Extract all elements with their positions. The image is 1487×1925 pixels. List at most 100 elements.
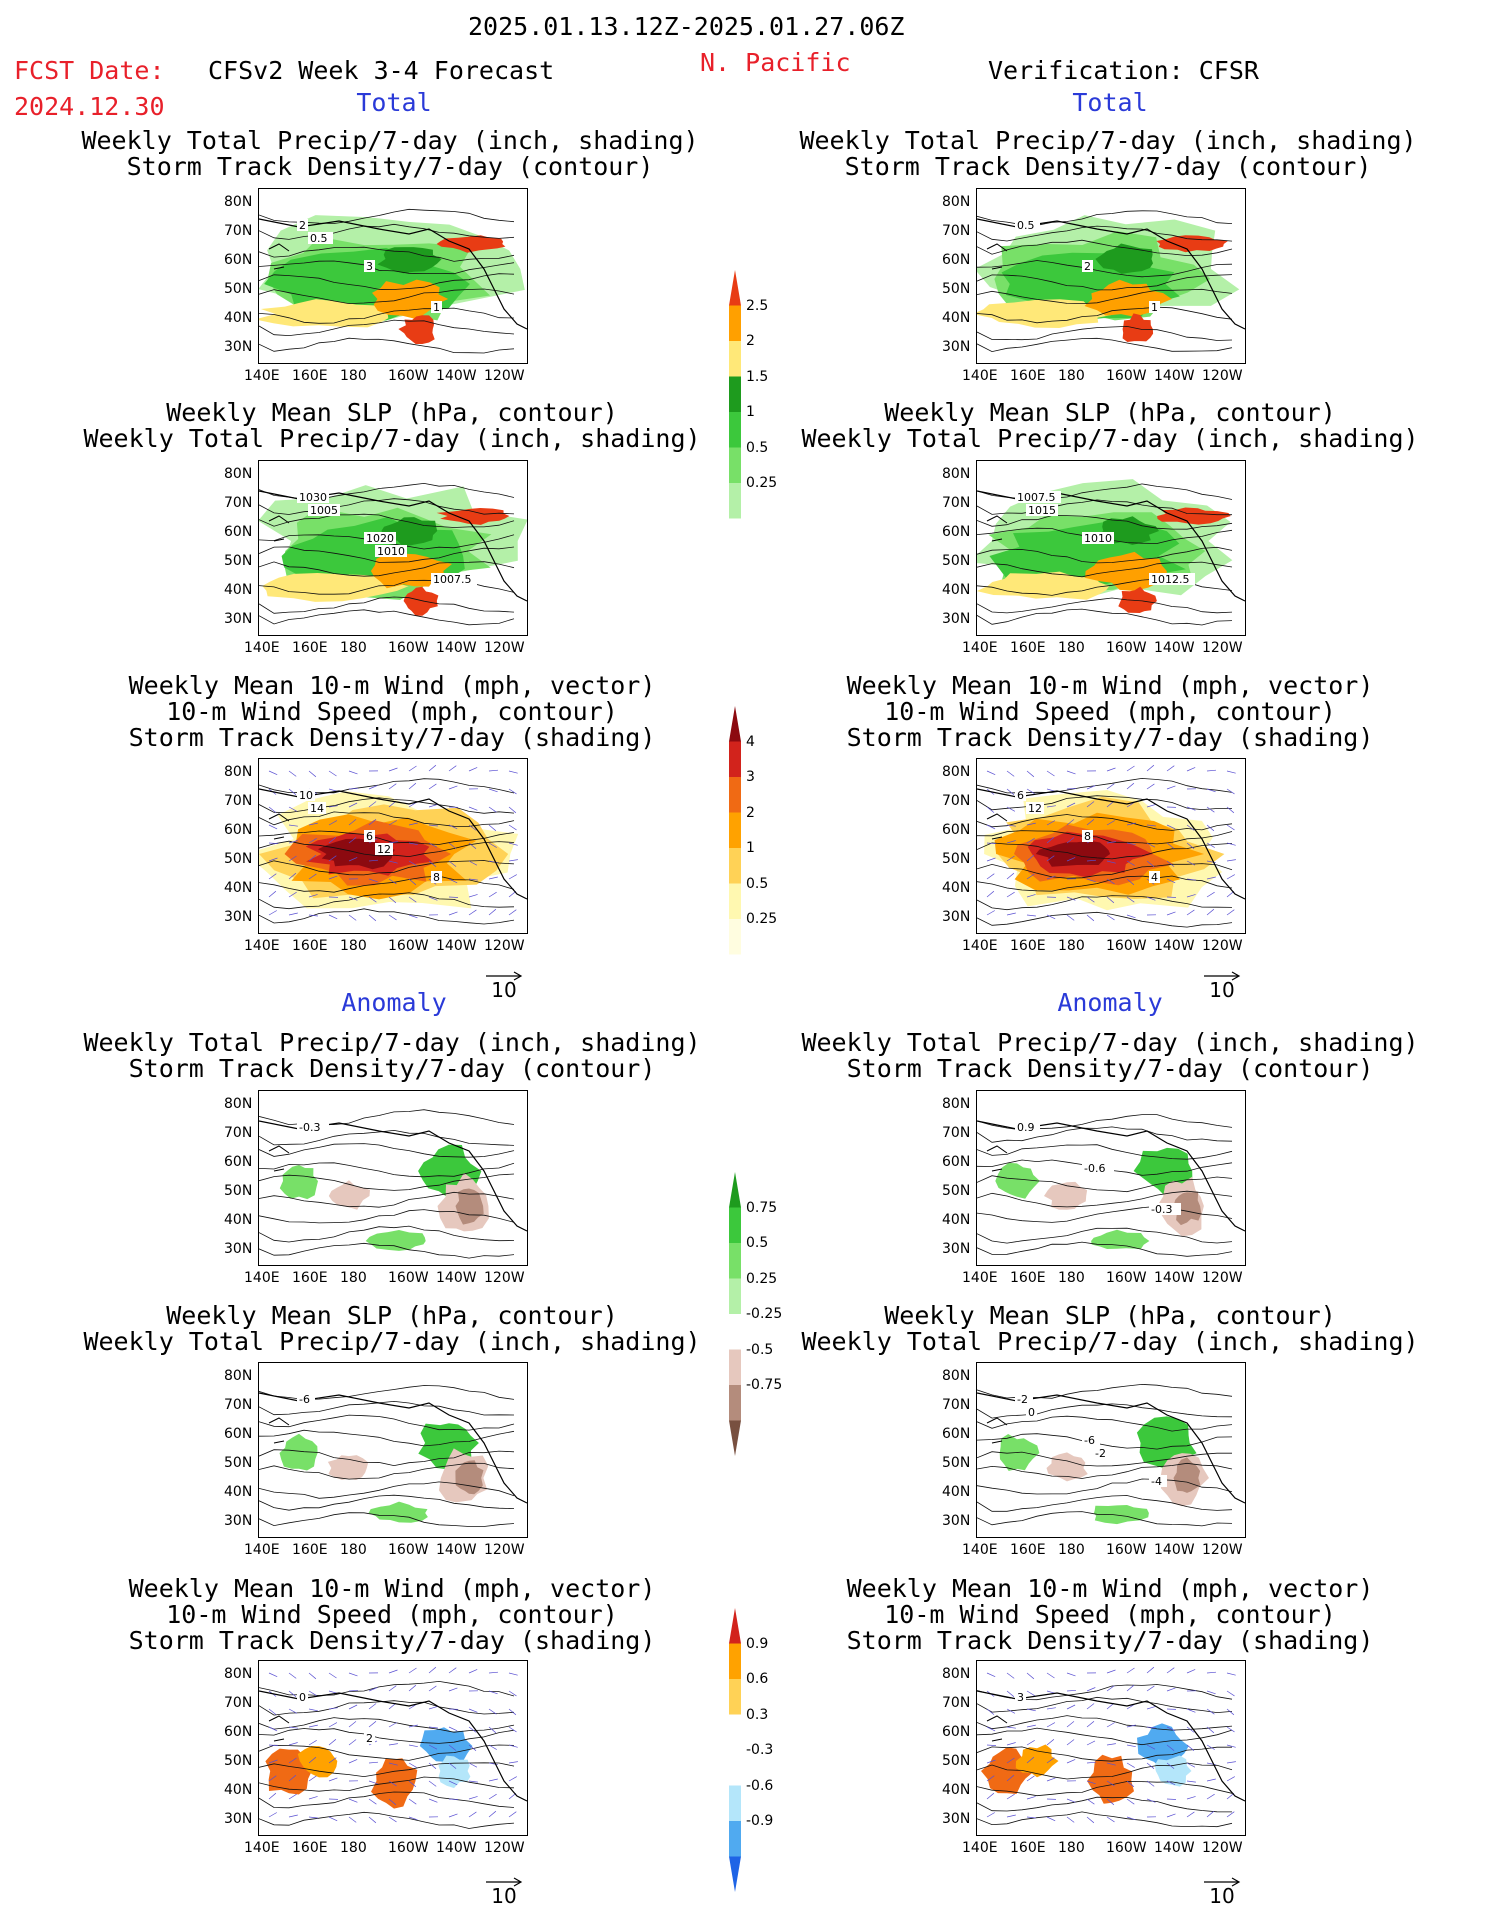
lon-tick-label: 140E (962, 938, 998, 954)
lon-tick-label: 140W (436, 1270, 477, 1286)
colorbar-graphic (729, 270, 741, 554)
colorbar-tick-label: 0.5 (746, 439, 769, 456)
lat-tick-label: 50N (224, 1455, 253, 1471)
lon-tick-label: 180 (1058, 368, 1085, 384)
lon-tick-label: 180 (1058, 938, 1085, 954)
contour-label: -0.3 (297, 1121, 329, 1134)
contour-label: 1005 (308, 504, 340, 517)
contour-label: 4 (1149, 871, 1160, 884)
svg-text:-6: -6 (299, 1393, 310, 1406)
lon-tick-label: 140W (1154, 368, 1195, 384)
lat-tick-label: 40N (224, 310, 253, 326)
map-graphic: 0.9 -0.6 -0.3 (977, 1114, 1245, 1257)
lon-tick-label: 140W (436, 938, 477, 954)
arrow-right-icon (1204, 1877, 1241, 1887)
lon-tick-label: 120W (1202, 368, 1243, 384)
lat-tick-label: 40N (224, 1212, 253, 1228)
svg-text:12: 12 (377, 843, 391, 856)
lat-tick-label: 80N (942, 1666, 971, 1682)
svg-text:3: 3 (366, 260, 373, 273)
svg-text:1012.5: 1012.5 (1151, 573, 1190, 586)
lon-tick-label: 180 (340, 1840, 367, 1856)
map-ob-anom-slp-precip: -2 -6 -4 0 -2 (976, 1362, 1246, 1538)
colorbar-tick-label: 0.9 (746, 1635, 769, 1652)
svg-text:-4: -4 (1151, 1475, 1162, 1488)
lon-tick-label: 180 (340, 1270, 367, 1286)
lon-tick-label: 120W (1202, 1840, 1243, 1856)
vector-ref-ob-anom: 10 (1202, 1868, 1242, 1908)
lon-tick-label: 160W (388, 1840, 429, 1856)
title-ob-p4: Weekly Total Precip/7-day (inch, shading… (801, 1028, 1419, 1083)
colorbar-tick-label: 0.5 (746, 1235, 769, 1251)
map-graphic: 1007.5 1010 1012.5 1015 (977, 479, 1245, 626)
lon-tick-label: 180 (1058, 1270, 1085, 1286)
contour-label: 10 (297, 789, 315, 802)
contour-label: 0 (1026, 1406, 1037, 1419)
colorbar-tick-label: 1 (746, 840, 755, 856)
title-fc-p3: Weekly Mean 10-m Wind (mph, vector) 10-m … (128, 671, 656, 752)
colorbar-storm-total: 4 3 2 1 0.5 0.25 (720, 706, 790, 990)
lat-tick-label: 40N (224, 880, 253, 896)
lat-tick-label: 50N (942, 553, 971, 569)
lon-tick-label: 160E (1010, 1542, 1046, 1558)
lat-tick-label: 80N (942, 764, 971, 780)
lat-tick-label: 60N (942, 252, 971, 268)
lon-tick-label: 120W (484, 1270, 525, 1286)
colorbar-tick-label: 2 (746, 333, 755, 349)
lon-tick-label: 120W (484, 938, 525, 954)
colorbar-graphic (729, 1608, 741, 1892)
contour-label: 8 (1082, 830, 1093, 843)
lat-tick-label: 50N (224, 1183, 253, 1199)
lat-tick-label: 30N (224, 339, 253, 355)
lat-tick-label: 50N (224, 1753, 253, 1769)
lat-tick-label: 30N (224, 1811, 253, 1827)
map-ob-total-precip-storm: 0.5 2 1 (976, 188, 1246, 364)
title-fc-p5: Weekly Mean SLP (hPa, contour) Weekly Tot… (83, 1301, 701, 1356)
lat-tick-label: 30N (942, 909, 971, 925)
lon-tick-label: 160E (292, 1542, 328, 1558)
lon-tick-label: 140W (1154, 1542, 1195, 1558)
svg-text:0.9: 0.9 (1017, 1121, 1035, 1134)
colorbar-tick-label: 0.6 (746, 1671, 769, 1687)
vector-ref-fc-anom: 10 (484, 1868, 524, 1908)
lat-tick-label: 40N (224, 1484, 253, 1500)
contour-label: -2 (1093, 1447, 1111, 1460)
vector-ref-ob-total: 10 (1202, 962, 1242, 1002)
colorbar-tick-label: 0.25 (746, 1270, 778, 1287)
map-graphic: 0.5 2 1 (977, 210, 1245, 353)
map-graphic: -2-6-40-2 (977, 1383, 1245, 1527)
fcst-date-label: FCST Date: (14, 56, 165, 85)
lon-tick-label: 160E (1010, 1270, 1046, 1286)
map-ob-total-wind-storm: 6 8 4 12 (976, 758, 1246, 934)
title-fc-p2: Weekly Mean SLP (hPa, contour) Weekly Tot… (83, 398, 701, 453)
lat-tick-label: 30N (224, 909, 253, 925)
title-ob-p6: Weekly Mean 10-m Wind (mph, vector) 10-m … (846, 1574, 1374, 1655)
lat-tick-label: 60N (942, 822, 971, 838)
lat-tick-label: 30N (942, 1241, 971, 1257)
lon-tick-label: 140W (436, 1840, 477, 1856)
contour-label: 1 (1149, 301, 1160, 314)
lat-tick-label: 50N (224, 553, 253, 569)
svg-text:0.5: 0.5 (1017, 219, 1035, 232)
colorbar-tick-label: -0.5 (746, 1341, 774, 1358)
colorbar-tick-label: 4 (746, 733, 755, 750)
lon-tick-label: 140W (1154, 640, 1195, 656)
colorbar-tick-label: 0.5 (746, 875, 769, 892)
map-fc-total-wind-storm: 10 6 8 14 12 (258, 758, 528, 934)
contour-label: 3 (364, 260, 375, 273)
lon-tick-label: 160E (292, 1840, 328, 1856)
lat-tick-label: 60N (224, 252, 253, 268)
lon-tick-label: 120W (1202, 1542, 1243, 1558)
title-fc-p4: Weekly Total Precip/7-day (inch, shading… (83, 1028, 701, 1083)
lon-tick-label: 160W (1106, 368, 1147, 384)
lat-tick-label: 80N (942, 194, 971, 210)
map-graphic: 10 6 8 14 12 (259, 764, 527, 925)
svg-text:10: 10 (299, 789, 313, 802)
contour-label: 2 (1082, 260, 1093, 273)
svg-text:1007.5: 1007.5 (1017, 491, 1056, 504)
map-graphic: 3 (977, 1666, 1245, 1828)
title-ob-p5: Weekly Mean SLP (hPa, contour) Weekly Tot… (801, 1301, 1419, 1356)
contour-label: -4 (1149, 1475, 1167, 1488)
lat-tick-label: 60N (224, 822, 253, 838)
